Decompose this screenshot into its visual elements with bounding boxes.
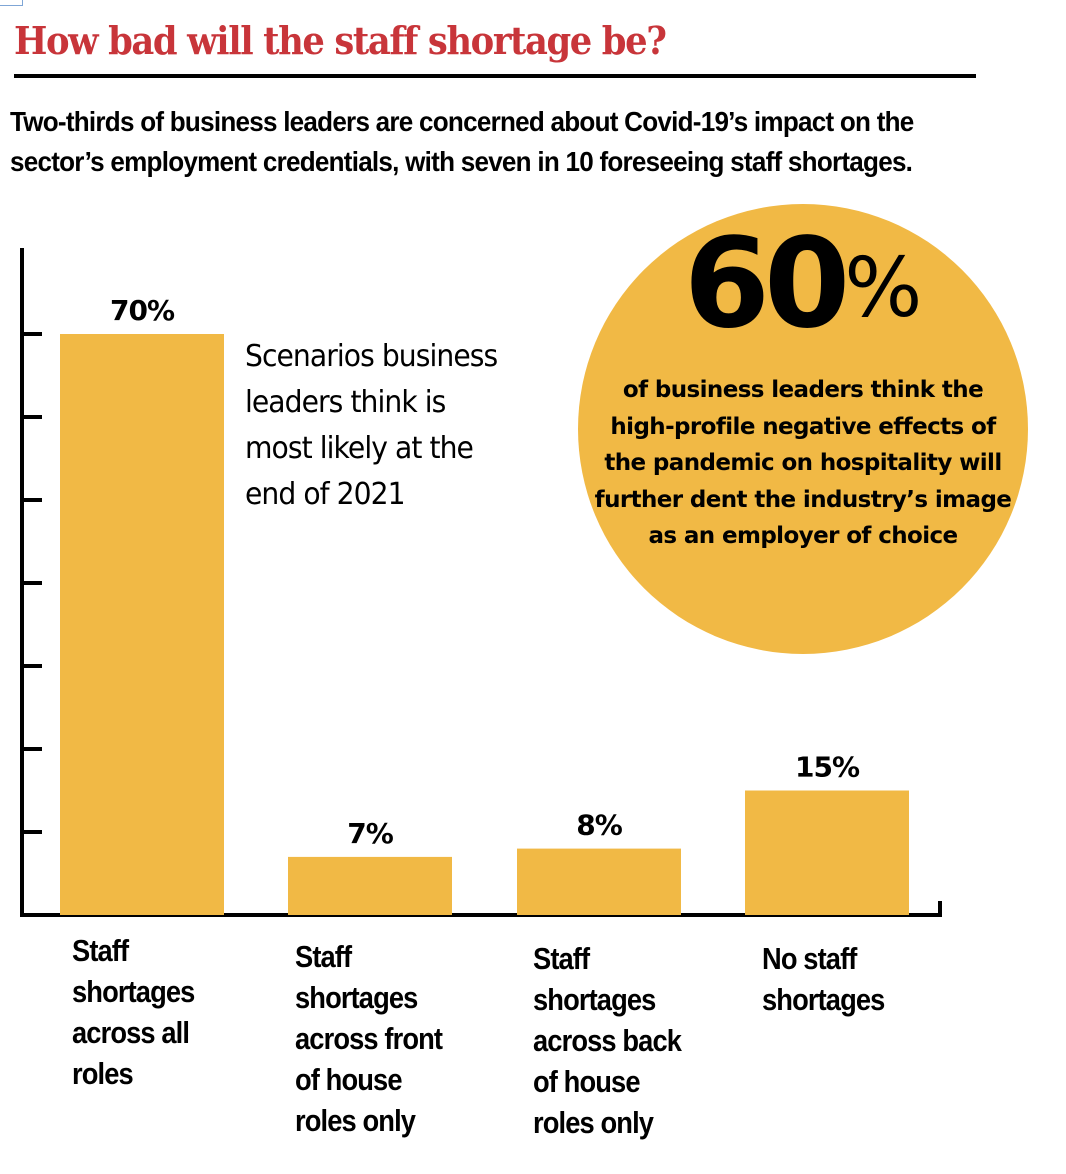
callout-value: 60 [683,212,851,356]
category-label-3: Staff shortages across back of house rol… [533,941,682,1140]
bar-4 [745,790,909,915]
title-rule [14,74,976,78]
chart-annotation: Scenarios business leaders think is most… [245,339,498,512]
bar-value-label-2: 7% [347,817,393,850]
bar-value-label-1: 70% [110,294,175,327]
value-labels: 70% 7% 8% 15% [110,294,861,850]
category-label-2: Staff shortages across front of house ro… [295,939,443,1138]
bar-3 [517,848,681,915]
callout-text: of business leaders think the high-profi… [594,377,1012,549]
chart-subtitle: Two-thirds of business leaders are conce… [10,106,914,177]
chart-title: How bad will the staff shortage be? [14,18,667,63]
callout-unit: % [844,241,923,336]
bar-value-label-4: 15% [795,751,860,784]
callout-circle: 60% of business leaders think the high-p… [578,204,1028,654]
bar-2 [288,856,452,915]
bar-1 [60,334,224,915]
category-label-4: No staff shortages [762,941,885,1017]
category-label-1: Staff shortages across all roles [72,933,195,1091]
bars [60,334,909,915]
callout-stat: 60% [578,222,1028,346]
bar-value-label-3: 8% [576,809,622,842]
corner-mark [0,0,23,6]
